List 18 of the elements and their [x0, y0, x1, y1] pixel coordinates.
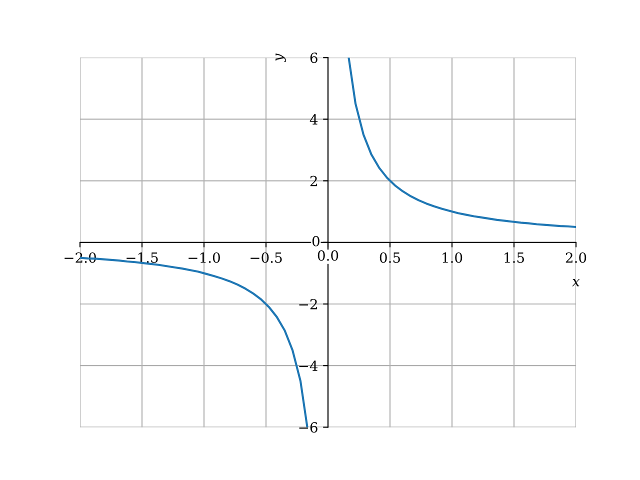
x-tick-label: 0.5: [380, 252, 400, 263]
y-tick-label: −4: [299, 360, 318, 371]
x-tick-label: 1.0: [442, 252, 462, 263]
y-tick-label: 2: [310, 176, 317, 186]
y-tick-label: 6: [310, 52, 318, 64]
y-axis-title: y: [276, 54, 286, 62]
y-tick-label: 0: [312, 236, 320, 246]
y-tick-label: 4: [310, 114, 318, 124]
x-tick-label: 2.0: [566, 252, 586, 263]
x-tick-label: −1.5: [126, 252, 158, 263]
y-tick-label: −6: [299, 422, 318, 433]
x-tick-label: −0.5: [250, 252, 282, 263]
line-series: [348, 58, 576, 228]
x-tick-label: −1.0: [188, 252, 220, 263]
y-tick-label: −2: [299, 298, 317, 310]
x-tick-label: 0.0: [318, 250, 338, 261]
x-tick-label: 1.5: [504, 252, 524, 263]
x-axis-title: x: [572, 279, 580, 286]
